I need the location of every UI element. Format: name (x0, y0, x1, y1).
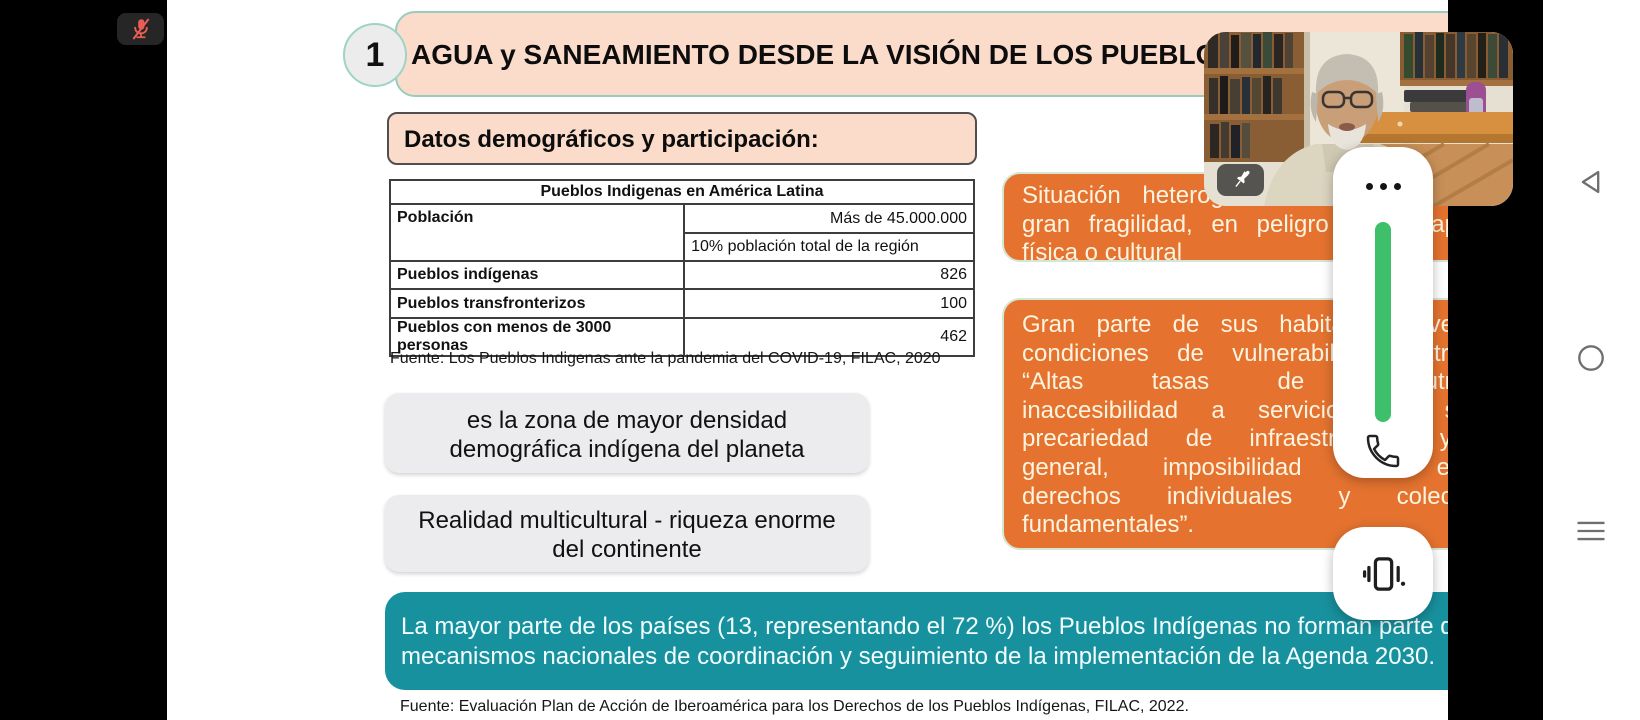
highlight-box-vulnerabilidad: Gran parte de sus habitantes viven e con… (1002, 298, 1522, 550)
table-row-value: Más de 45.000.000 (683, 203, 975, 234)
table-title: Pueblos Indigenas en América Latina (389, 179, 975, 205)
highlight-line: fundamentales”. (1022, 511, 1195, 539)
slide-source: Fuente: Evaluación Plan de Acción de Ibe… (400, 698, 1189, 715)
pin-video-button[interactable] (1217, 164, 1264, 196)
conclusion-line: mecanismos nacionales de coordinación y … (401, 643, 1435, 670)
more-options-button[interactable] (1333, 171, 1433, 201)
table-row-value: 10% población total de la región (683, 232, 975, 262)
note-line: demográfica indígena del planeta (449, 436, 805, 463)
section-heading: Datos demográficos y participación: (404, 126, 819, 153)
dot (1393, 182, 1401, 190)
floating-controls-panel (1333, 147, 1433, 478)
table-row-label: Pueblos transfronterizos (388, 288, 686, 319)
slide-title: AGUA y SANEAMIENTO DESDE LA VISIÓN DE LO… (411, 39, 1252, 70)
slide-number-badge: 1 (343, 23, 407, 87)
slide-number: 1 (365, 35, 385, 74)
note-box-density: es la zona de mayor densidad demográfica… (385, 393, 869, 473)
table-row-label: Pueblos con menos de 3000 personas (388, 317, 686, 357)
conclusion-line: La mayor parte de los países (13, repres… (401, 613, 1505, 640)
table-source: Fuente: Los Pueblos Indigenas ante la pa… (390, 350, 941, 367)
highlight-line: física o cultural (1022, 239, 1183, 262)
section-heading-box: Datos demográficos y participación: (387, 112, 977, 165)
mute-status-button[interactable] (117, 13, 164, 45)
recents-icon (1577, 521, 1605, 541)
table-row-value: 826 (683, 260, 975, 290)
pin-icon (1235, 170, 1249, 187)
demographics-table: Pueblos Indigenas en América Latina Pobl… (388, 179, 975, 357)
dot (1379, 182, 1387, 190)
table-row-value: 462 (683, 317, 975, 357)
android-nav-bar (1543, 0, 1640, 720)
table-row-label: Pueblos indígenas (388, 260, 686, 290)
highlight-line: derechos individuales y colectivos (1022, 482, 1502, 510)
nav-back-button[interactable] (1573, 164, 1609, 200)
table-row-value: 100 (683, 288, 975, 319)
nav-home-button[interactable] (1573, 340, 1609, 376)
home-icon (1578, 345, 1604, 371)
note-line: es la zona de mayor densidad (466, 407, 788, 434)
letterbox-left (0, 0, 167, 720)
phone-handset-icon (1366, 434, 1400, 468)
vibrate-phone-icon (1362, 556, 1406, 591)
phone-call-button[interactable] (1333, 429, 1433, 473)
note-box-multicultural: Realidad multicultural - riqueza enorme … (385, 495, 869, 572)
muted-mic-icon (132, 18, 149, 40)
volume-slider[interactable] (1375, 222, 1391, 422)
back-icon (1581, 170, 1600, 194)
note-line: del continente (552, 536, 702, 563)
dot (1365, 182, 1373, 190)
note-line: Realidad multicultural - riqueza enorme (418, 507, 836, 534)
vibrate-phone-button[interactable] (1333, 527, 1433, 620)
nav-recents-button[interactable] (1573, 513, 1609, 549)
table-row-label: Población (388, 203, 686, 262)
